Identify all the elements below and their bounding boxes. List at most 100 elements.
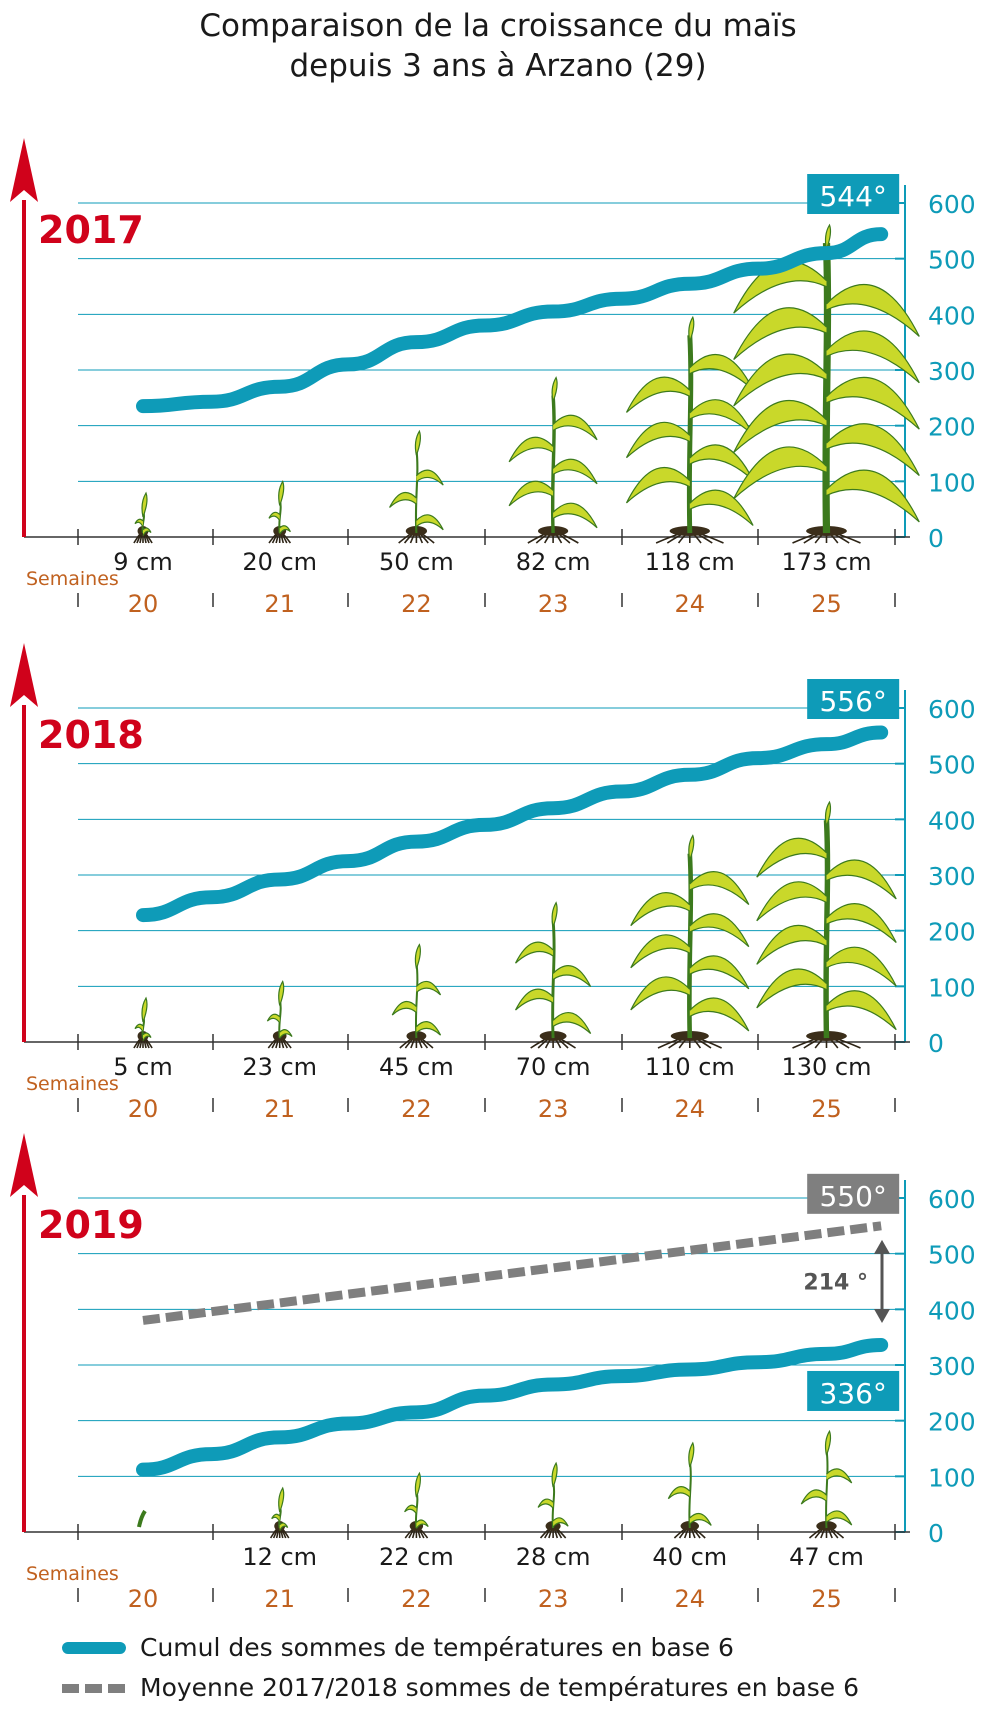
- legend-solid-line-icon: [62, 1642, 126, 1654]
- y-tick-label: 400: [928, 806, 976, 835]
- plant-leaf: [537, 1498, 554, 1509]
- plant-top-leaf: [141, 996, 148, 1023]
- week-label: 22: [401, 1585, 432, 1613]
- y-tick-label: 600: [928, 695, 976, 724]
- plant-leaf: [689, 353, 754, 391]
- week-label: 24: [675, 590, 706, 618]
- plant-leaf: [630, 976, 691, 1011]
- week-label: 25: [811, 590, 842, 618]
- plant-leaf: [630, 934, 691, 969]
- plant-leaf: [756, 924, 827, 965]
- plant-top-leaf: [824, 1429, 832, 1456]
- plant-leaf: [404, 1504, 417, 1515]
- plant-height-label: 40 cm: [652, 1543, 727, 1571]
- series-line-average: [142, 1221, 882, 1325]
- plant-leaf: [733, 446, 827, 500]
- plant-leaf: [826, 859, 897, 900]
- end-value-label-box: [807, 679, 900, 719]
- growth-arrow-icon: [10, 138, 38, 202]
- plant-2017-w25: [733, 223, 920, 544]
- plant-leaf: [756, 881, 827, 922]
- plant-leaf: [552, 1517, 569, 1528]
- plant-top-leaf: [414, 1471, 421, 1498]
- plant-leaf: [508, 436, 554, 463]
- plant-2018-w25: [756, 800, 897, 1049]
- y-tick-label: 200: [928, 918, 976, 947]
- plant-height-label: 70 cm: [516, 1053, 591, 1081]
- week-label: 25: [811, 1095, 842, 1123]
- growth-arrow-icon: [10, 643, 38, 707]
- plant-2017-w20: [133, 491, 153, 544]
- plant-leaf: [508, 480, 554, 507]
- plant-top-leaf: [414, 429, 421, 456]
- y-tick-label: 100: [928, 468, 976, 497]
- plant-2019-w25: [800, 1429, 853, 1539]
- gap-arrow-down-icon: [874, 1308, 890, 1323]
- y-tick-label: 500: [928, 246, 976, 275]
- plant-leaf: [271, 1513, 281, 1523]
- plant-leaf: [134, 518, 144, 528]
- gap-arrow-up-icon: [874, 1239, 890, 1254]
- week-label: 21: [264, 590, 295, 618]
- plant-stem: [686, 335, 694, 534]
- plant-leaf: [552, 1011, 592, 1034]
- plant-leaf: [733, 400, 827, 453]
- plant-leaf: [826, 990, 897, 1031]
- y-tick-label: 0: [928, 1029, 944, 1058]
- plant-height-label: 9 cm: [113, 548, 172, 576]
- plant-leaf: [667, 1486, 691, 1500]
- weeks-axis-label: Semaines: [26, 1563, 119, 1585]
- plant-top-leaf: [141, 491, 148, 518]
- chart-title-line-2: depuis 3 ans à Arzano (29): [289, 48, 707, 84]
- week-label: 24: [675, 1585, 706, 1613]
- y-tick-label: 600: [928, 190, 976, 219]
- plant-top-leaf: [278, 480, 285, 506]
- plant-2018-w20: [133, 996, 153, 1049]
- plant-leaf: [826, 284, 920, 337]
- week-label: 21: [264, 1585, 295, 1613]
- average-end-value-label: 550°: [819, 1180, 886, 1213]
- plant-leaf: [826, 376, 920, 430]
- plant-2019-w22: [404, 1471, 429, 1539]
- plant-leaf: [826, 903, 897, 943]
- plant-2019-w24: [667, 1441, 712, 1539]
- chart-title-line-1: Comparaison de la croissance du maïs: [199, 8, 797, 44]
- year-label: 2019: [38, 1203, 144, 1247]
- plant-leaf: [142, 527, 152, 536]
- end-value-label: 336°: [819, 1377, 886, 1410]
- y-tick-label: 200: [928, 413, 976, 442]
- y-tick-label: 400: [928, 301, 976, 330]
- plant-2018-w23: [515, 901, 592, 1049]
- y-tick-label: 300: [928, 357, 976, 386]
- y-tick-label: 0: [928, 1519, 944, 1548]
- plant-leaf: [826, 1510, 853, 1526]
- plant-top-leaf: [551, 1461, 558, 1488]
- plant-leaf: [826, 1468, 853, 1484]
- plant-leaf: [515, 941, 554, 964]
- series-line-cumul: [136, 227, 889, 414]
- year-label: 2018: [38, 713, 144, 757]
- plant-height-label: 23 cm: [242, 1053, 317, 1081]
- plant-leaf: [415, 980, 442, 996]
- plant-leaf: [826, 469, 920, 523]
- plant-leaf: [689, 955, 750, 990]
- end-value-label: 556°: [819, 685, 886, 718]
- plant-leaf: [279, 1522, 289, 1531]
- plant-leaf: [552, 458, 598, 485]
- series-line-cumul: [136, 1337, 889, 1477]
- week-label: 23: [538, 1095, 569, 1123]
- plant-2018-w21: [266, 980, 293, 1049]
- plant-2018-w22: [391, 943, 442, 1049]
- plant-height-label: 110 cm: [645, 1053, 735, 1081]
- plant-leaf: [625, 421, 691, 459]
- plant-leaf: [389, 491, 417, 508]
- plant-leaf: [826, 946, 897, 987]
- legend-label-dashed: Moyenne 2017/2018 sommes de températures…: [140, 1673, 859, 1702]
- plant-leaf: [826, 330, 920, 384]
- plant-leaf: [552, 502, 598, 529]
- plant-height-label: 118 cm: [645, 548, 735, 576]
- plant-top-leaf: [414, 943, 421, 969]
- week-label: 25: [811, 1585, 842, 1613]
- legend-dashed-line-icon: [62, 1684, 126, 1693]
- plant-height-label: 12 cm: [242, 1543, 317, 1571]
